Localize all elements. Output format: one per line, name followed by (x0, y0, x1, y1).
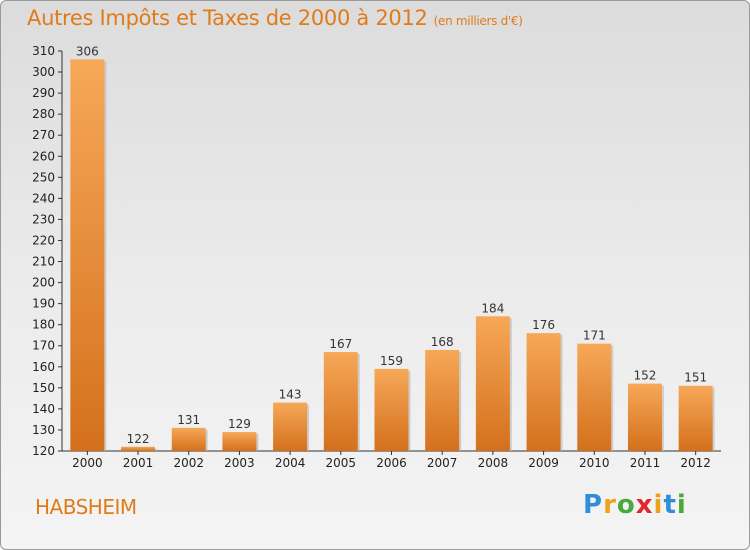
y-tick-label: 120 (32, 444, 55, 458)
x-tick-label: 2009 (528, 456, 559, 470)
brand-letter: P (583, 490, 604, 520)
brand-letter: i (653, 490, 664, 520)
brand-logo[interactable]: Proxiti (583, 490, 687, 520)
x-tick-label: 2012 (680, 456, 711, 470)
brand-letter: i (676, 490, 687, 520)
chart-title: Autres Impôts et Taxes de 2000 à 2012 (en… (27, 6, 523, 30)
y-tick-label: 200 (32, 276, 55, 290)
data-label: 159 (380, 354, 403, 368)
bar (475, 316, 510, 451)
y-tick-label: 250 (32, 170, 55, 184)
y-tick-label: 220 (32, 233, 55, 247)
data-label: 171 (583, 329, 606, 343)
y-tick-label: 180 (32, 318, 55, 332)
data-label: 129 (228, 417, 251, 431)
y-tick-label: 310 (32, 44, 55, 58)
axes: 120 130 140 150 160 170 180 190 200 210 220 230 240 2… (32, 44, 721, 470)
bars: 306 122 131 129 143 167 159 168 184 176 171 152 151 (70, 44, 715, 451)
y-tick-label: 260 (32, 149, 55, 163)
y-tick-label: 240 (32, 191, 55, 205)
x-tick-label: 2001 (123, 456, 154, 470)
brand-letter: r (603, 490, 617, 520)
chart-title-text: Autres Impôts et Taxes de 2000 à 2012 (27, 6, 428, 30)
bar (323, 352, 358, 451)
y-tick-label: 140 (32, 402, 55, 416)
data-label: 184 (481, 301, 504, 315)
commune-name: HABSHEIM (35, 495, 137, 519)
y-tick-label: 160 (32, 360, 55, 374)
brand-letter: t (663, 490, 677, 520)
y-tick-label: 170 (32, 339, 55, 353)
data-label: 151 (684, 371, 707, 385)
data-label: 122 (127, 432, 150, 446)
y-tick-label: 270 (32, 128, 55, 142)
bar (374, 368, 409, 451)
bar (273, 402, 308, 451)
x-tick-label: 2002 (173, 456, 204, 470)
x-tick-label: 2010 (579, 456, 610, 470)
y-tick-label: 290 (32, 86, 55, 100)
x-tick-label: 2011 (630, 456, 661, 470)
data-label: 168 (431, 335, 454, 349)
brand-letter: o (616, 490, 636, 520)
x-tick-label: 2003 (224, 456, 255, 470)
bar (425, 349, 460, 451)
x-tick-label: 2007 (427, 456, 458, 470)
data-label: 167 (329, 337, 352, 351)
bar (577, 343, 612, 451)
y-tick-label: 230 (32, 212, 55, 226)
y-tick-label: 190 (32, 297, 55, 311)
bar (70, 59, 105, 451)
brand-letter: x (635, 490, 654, 520)
data-label: 143 (279, 388, 302, 402)
bar (526, 333, 561, 451)
data-label: 306 (76, 44, 99, 58)
chart-subtitle: (en milliers d'€) (433, 14, 523, 28)
x-tick-label: 2000 (72, 456, 103, 470)
bar (627, 383, 662, 451)
x-tick-label: 2005 (326, 456, 357, 470)
y-tick-label: 150 (32, 381, 55, 395)
bar (171, 427, 206, 451)
data-label: 131 (177, 413, 200, 427)
y-tick-label: 130 (32, 423, 55, 437)
data-label: 152 (634, 369, 657, 383)
x-tick-label: 2004 (275, 456, 306, 470)
y-tick-label: 300 (32, 65, 55, 79)
data-label: 176 (532, 318, 555, 332)
y-tick-label: 280 (32, 107, 55, 121)
x-tick-label: 2006 (376, 456, 407, 470)
bar (678, 385, 713, 451)
bar (222, 432, 257, 451)
y-tick-label: 210 (32, 255, 55, 269)
x-tick-label: 2008 (478, 456, 509, 470)
bar (121, 446, 156, 451)
